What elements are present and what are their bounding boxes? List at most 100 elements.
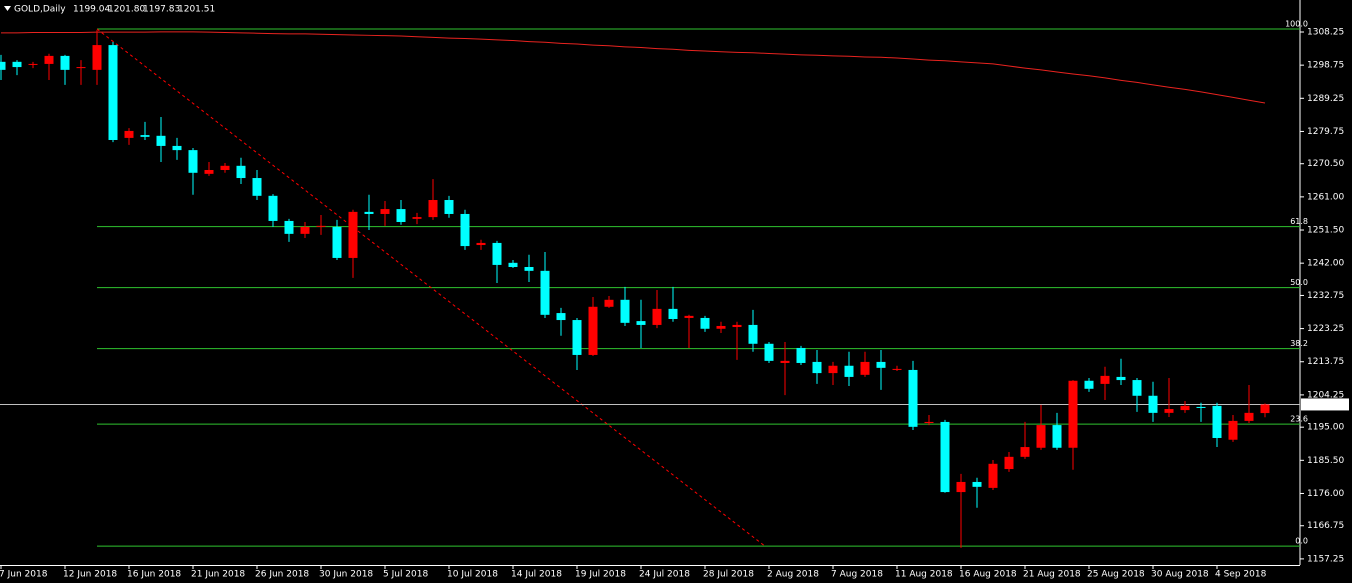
candle-body xyxy=(60,55,70,70)
candle-body xyxy=(1212,405,1222,438)
candle-body xyxy=(572,320,582,355)
candle-body xyxy=(140,135,150,137)
y-tick-label: 1176.00 xyxy=(1307,489,1344,499)
x-tick-label: 21 Aug 2018 xyxy=(1023,570,1081,580)
candle-body xyxy=(876,361,886,368)
menu-triangle[interactable] xyxy=(4,6,11,11)
candle-body xyxy=(1260,404,1270,414)
candle-body xyxy=(156,135,166,146)
candle-body xyxy=(668,308,678,319)
candle-body xyxy=(908,369,918,427)
candle-body xyxy=(940,421,950,493)
fibo-label: 23.6 xyxy=(1290,415,1308,424)
candle-body xyxy=(588,306,598,355)
x-tick-label: 21 Jun 2018 xyxy=(191,570,245,580)
x-tick-label: 4 Sep 2018 xyxy=(1215,570,1267,580)
candle-body xyxy=(76,67,86,69)
y-tick-label: 1166.75 xyxy=(1307,521,1344,531)
candle-body xyxy=(1132,380,1142,396)
candle-body xyxy=(444,200,454,214)
y-tick-label: 1195.00 xyxy=(1307,423,1344,433)
y-tick-label: 1185.50 xyxy=(1307,456,1344,466)
candle-body xyxy=(524,267,534,271)
chart-title: GOLD,Daily xyxy=(14,5,66,15)
candle-body xyxy=(1052,425,1062,448)
candle-body xyxy=(268,195,278,221)
x-tick-label: 11 Aug 2018 xyxy=(895,570,953,580)
y-tick-label: 1204.25 xyxy=(1307,390,1344,400)
candle-body xyxy=(236,165,246,179)
candle-body xyxy=(124,130,134,138)
candle-body xyxy=(924,421,934,423)
fibo-label: 0.0 xyxy=(1295,537,1308,546)
y-tick-label: 1251.50 xyxy=(1307,226,1344,236)
candle-body xyxy=(460,213,470,247)
fibo-label: 61.8 xyxy=(1290,217,1308,226)
x-tick-label: 7 Jun 2018 xyxy=(0,570,48,580)
candle-body xyxy=(476,242,486,246)
candle-body xyxy=(1180,405,1190,411)
candle-body xyxy=(1244,412,1254,421)
candle-body xyxy=(972,481,982,487)
quote-open: 1199.04 xyxy=(73,5,110,15)
x-tick-label: 25 Aug 2018 xyxy=(1087,570,1145,580)
candle-body xyxy=(188,150,198,173)
candle-body xyxy=(380,209,390,214)
candle-body xyxy=(1068,380,1078,448)
candle-body xyxy=(988,463,998,488)
candle-body xyxy=(780,360,790,363)
candle-body xyxy=(684,315,694,318)
candle-body xyxy=(220,165,230,171)
x-tick-label: 16 Aug 2018 xyxy=(959,570,1017,580)
candle-body xyxy=(812,361,822,374)
candle-body xyxy=(108,45,118,140)
candle-body xyxy=(300,226,310,234)
candle-body xyxy=(860,361,870,375)
candle-body xyxy=(284,220,294,234)
x-tick-label: 2 Aug 2018 xyxy=(767,570,819,580)
candle-body xyxy=(716,325,726,329)
candle-body xyxy=(92,45,102,70)
y-tick-label: 1279.75 xyxy=(1307,127,1344,137)
price-tag xyxy=(1301,398,1349,411)
y-tick-label: 1223.25 xyxy=(1307,324,1344,334)
candle-body xyxy=(652,308,662,325)
candle-body xyxy=(0,61,6,70)
fibo-label: 100.0 xyxy=(1285,20,1308,29)
candle-body xyxy=(44,55,54,64)
candle-body xyxy=(1100,375,1110,384)
candle-body xyxy=(1036,425,1046,448)
y-tick-label: 1261.00 xyxy=(1307,192,1344,202)
y-tick-label: 1270.50 xyxy=(1307,159,1344,169)
candle-body xyxy=(1004,456,1014,470)
candle-body xyxy=(28,63,38,65)
candle-body xyxy=(604,299,614,307)
candle-body xyxy=(1084,380,1094,389)
moving-average xyxy=(1,31,1266,104)
x-tick-label: 30 Aug 2018 xyxy=(1151,570,1209,580)
candle-body xyxy=(620,299,630,323)
candle-body xyxy=(844,365,854,377)
y-tick-label: 1157.25 xyxy=(1307,554,1344,564)
candle-body xyxy=(1164,409,1174,413)
candle-body xyxy=(540,270,550,315)
candle-body xyxy=(12,61,22,68)
candle-body xyxy=(412,217,422,219)
candle-body xyxy=(492,242,502,265)
candle-body xyxy=(732,324,742,328)
x-tick-label: 24 Jul 2018 xyxy=(639,570,690,580)
candle-body xyxy=(396,209,406,222)
candle-body xyxy=(1148,395,1158,413)
candle-body xyxy=(428,200,438,218)
candle-body xyxy=(892,368,902,370)
quote-close: 1201.51 xyxy=(178,5,215,15)
x-tick-label: 30 Jun 2018 xyxy=(319,570,373,580)
y-tick-label: 1232.75 xyxy=(1307,291,1344,301)
fibo-label: 50.0 xyxy=(1290,278,1308,287)
candle-body xyxy=(700,317,710,329)
x-tick-label: 28 Jul 2018 xyxy=(703,570,754,580)
y-tick-label: 1213.75 xyxy=(1307,357,1344,367)
candle-body xyxy=(364,211,374,214)
